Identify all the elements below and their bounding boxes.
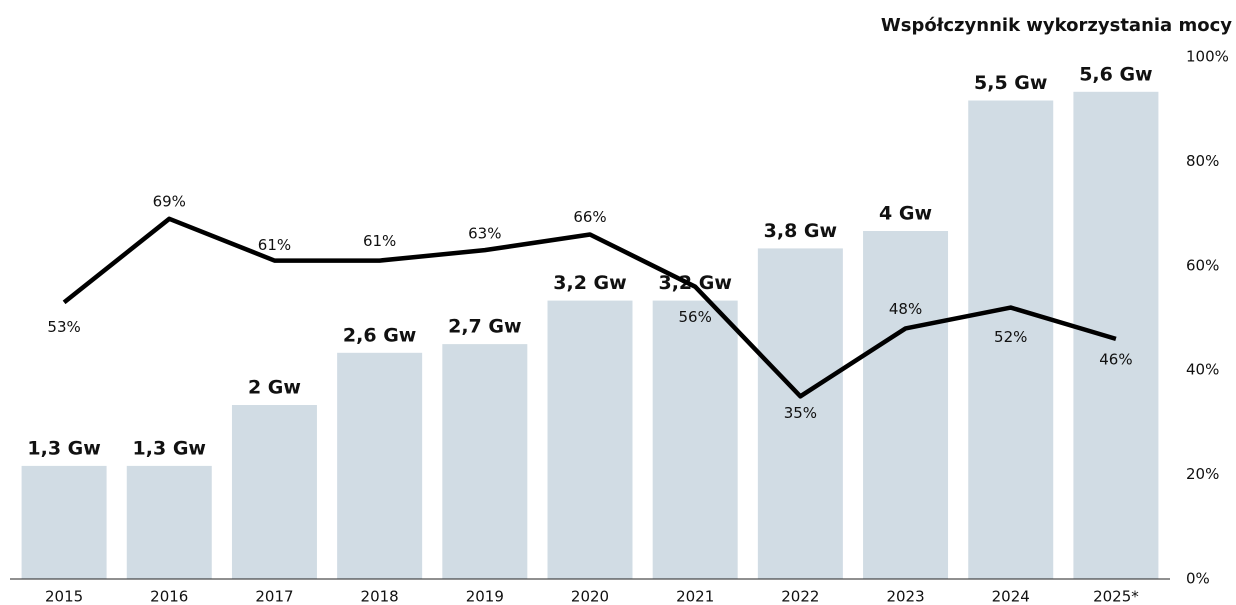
y2-axis-title: Współczynnik wykorzystania mocy	[881, 15, 1232, 36]
bar	[231, 405, 317, 579]
y2-tick-label: 80%	[1186, 152, 1219, 170]
x-tick-label: 2018	[361, 588, 399, 605]
bar-label: 2,7 Gw	[448, 316, 521, 338]
bar	[337, 352, 423, 579]
line-label: 61%	[363, 232, 396, 250]
line-label: 46%	[1099, 350, 1132, 368]
bar	[547, 300, 633, 579]
x-tick-label: 2015	[45, 588, 83, 605]
bar-label: 5,5 Gw	[974, 72, 1047, 94]
bar-label: 1,3 Gw	[27, 437, 100, 459]
y2-tick-label: 40%	[1186, 361, 1219, 379]
y2-tick-label: 100%	[1186, 48, 1229, 66]
x-tick-label: 2025*	[1093, 588, 1139, 605]
line-label: 35%	[784, 404, 817, 422]
bar-label: 5,6 Gw	[1079, 63, 1152, 85]
line-label: 52%	[994, 328, 1027, 346]
bar	[863, 231, 949, 579]
x-tick-label: 2021	[676, 588, 714, 605]
bar-label: 2 Gw	[248, 377, 301, 399]
bar	[126, 465, 212, 579]
x-tick-label: 2020	[571, 588, 609, 605]
bar-label: 3,8 Gw	[764, 220, 837, 242]
line-label: 56%	[679, 308, 712, 326]
y2-tick-label: 20%	[1186, 465, 1219, 483]
bar	[757, 248, 843, 579]
bar-label: 4 Gw	[879, 203, 932, 225]
line-label: 48%	[889, 300, 922, 318]
x-tick-label: 2022	[781, 588, 819, 605]
line-label: 66%	[573, 208, 606, 226]
bar	[1073, 91, 1159, 580]
y2-tick-label: 60%	[1186, 256, 1219, 274]
x-tick-label: 2017	[255, 588, 293, 605]
bar	[652, 300, 738, 579]
line	[62, 216, 1117, 399]
y2-tick-label: 0%	[1186, 570, 1210, 588]
line-label: 53%	[47, 318, 80, 336]
x-tick-label: 2016	[150, 588, 188, 605]
bar-label: 3,2 Gw	[553, 272, 626, 294]
bar-label: 1,3 Gw	[133, 437, 206, 459]
bar	[442, 344, 528, 579]
bar	[21, 465, 107, 579]
line-label: 69%	[153, 192, 186, 210]
bar-label: 2,6 Gw	[343, 324, 416, 346]
x-tick-label: 2023	[886, 588, 924, 605]
x-tick-label: 2024	[992, 588, 1030, 605]
bar	[968, 100, 1054, 579]
x-tick-label: 2019	[466, 588, 504, 605]
line-label: 63%	[468, 225, 501, 243]
line-label: 61%	[258, 236, 291, 254]
